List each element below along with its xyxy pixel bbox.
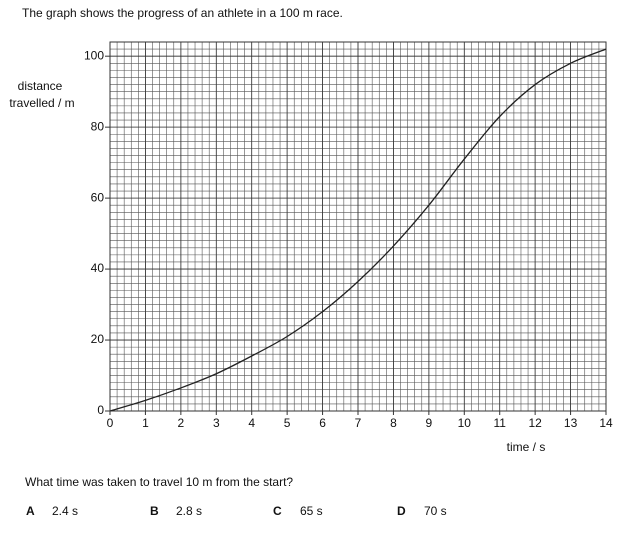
x-tick-label: 13 [564,416,578,430]
x-tick-label: 0 [107,416,114,430]
option-letter: C [273,504,282,518]
x-tick-label: 8 [390,416,397,430]
x-tick-label: 3 [213,416,220,430]
x-tick-label: 9 [426,416,433,430]
y-tick-label: 20 [91,332,105,346]
option-text: 70 s [424,504,447,518]
x-tick-label: 2 [178,416,185,430]
data-line [109,48,607,412]
x-tick-label: 14 [599,416,613,430]
x-tick-label: 7 [355,416,362,430]
y-tick-label: 80 [91,119,105,133]
x-tick-label: 5 [284,416,291,430]
x-tick-label: 11 [493,416,506,430]
question-text: What time was taken to travel 10 m from … [25,475,293,489]
x-tick-label: 10 [458,416,472,430]
intro-text: The graph shows the progress of an athle… [22,6,343,20]
y-tick-label: 60 [91,190,105,204]
option-letter: B [150,504,159,518]
option-text: 2.4 s [52,504,78,518]
y-axis-label: distance [18,79,63,93]
x-tick-label: 6 [319,416,326,430]
y-tick-label: 0 [97,403,104,417]
option-text: 65 s [300,504,323,518]
option-letter: A [26,504,35,518]
x-tick-label: 4 [248,416,255,430]
x-tick-label: 1 [142,416,149,430]
option-text: 2.8 s [176,504,202,518]
y-tick-label: 100 [84,48,104,62]
plot-frame [109,41,607,412]
x-tick-label: 12 [528,416,542,430]
x-axis-label: time / s [507,440,546,454]
y-tick-label: 40 [91,261,105,275]
y-axis-label: travelled / m [9,96,74,110]
option-letter: D [397,504,406,518]
